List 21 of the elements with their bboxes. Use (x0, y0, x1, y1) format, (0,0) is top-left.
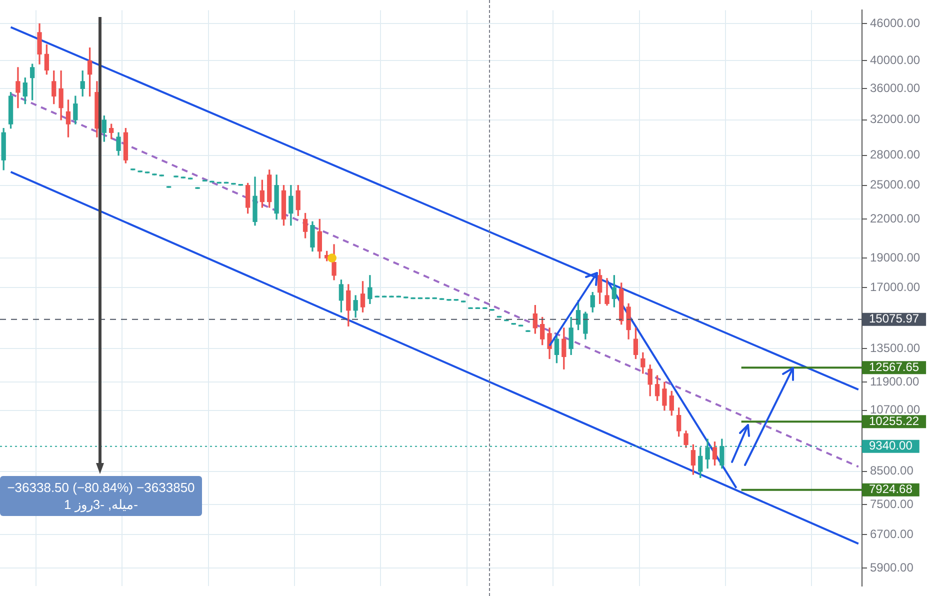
y-tick-label: 28000.00 (870, 148, 920, 162)
y-tick-label: 22000.00 (870, 212, 920, 226)
annotation: میله, -3روز 1- (63, 496, 139, 513)
y-tick-label: 32000.00 (870, 112, 920, 126)
ref-line-label: 12567.65 (869, 360, 920, 374)
ref-line-label: 7924.68 (869, 482, 913, 496)
annotation: −36338.50 (−80.84%) −3633850 (6, 479, 196, 496)
y-tick-label: 17000.00 (870, 280, 920, 294)
y-tick-label: 6700.00 (870, 526, 914, 541)
ref-line-label: 9340.00 (869, 438, 913, 453)
y-tick-label: 46000.00 (870, 16, 920, 30)
y-tick-label: 40000.00 (870, 53, 920, 68)
y-tick-label: 5900.00 (870, 560, 914, 574)
y-tick-label: 8500.00 (870, 464, 914, 478)
y-tick-label: 11900.00 (870, 374, 920, 388)
y-tick-label: 19000.00 (870, 250, 920, 264)
y-tick-label: 36000.00 (870, 80, 920, 95)
y-tick-label: 13500.00 (870, 341, 920, 356)
ref-line-label: 15075.97 (869, 312, 920, 326)
y-tick-label: 7500.00 (870, 496, 914, 511)
y-tick-label: 25000.00 (870, 178, 920, 192)
